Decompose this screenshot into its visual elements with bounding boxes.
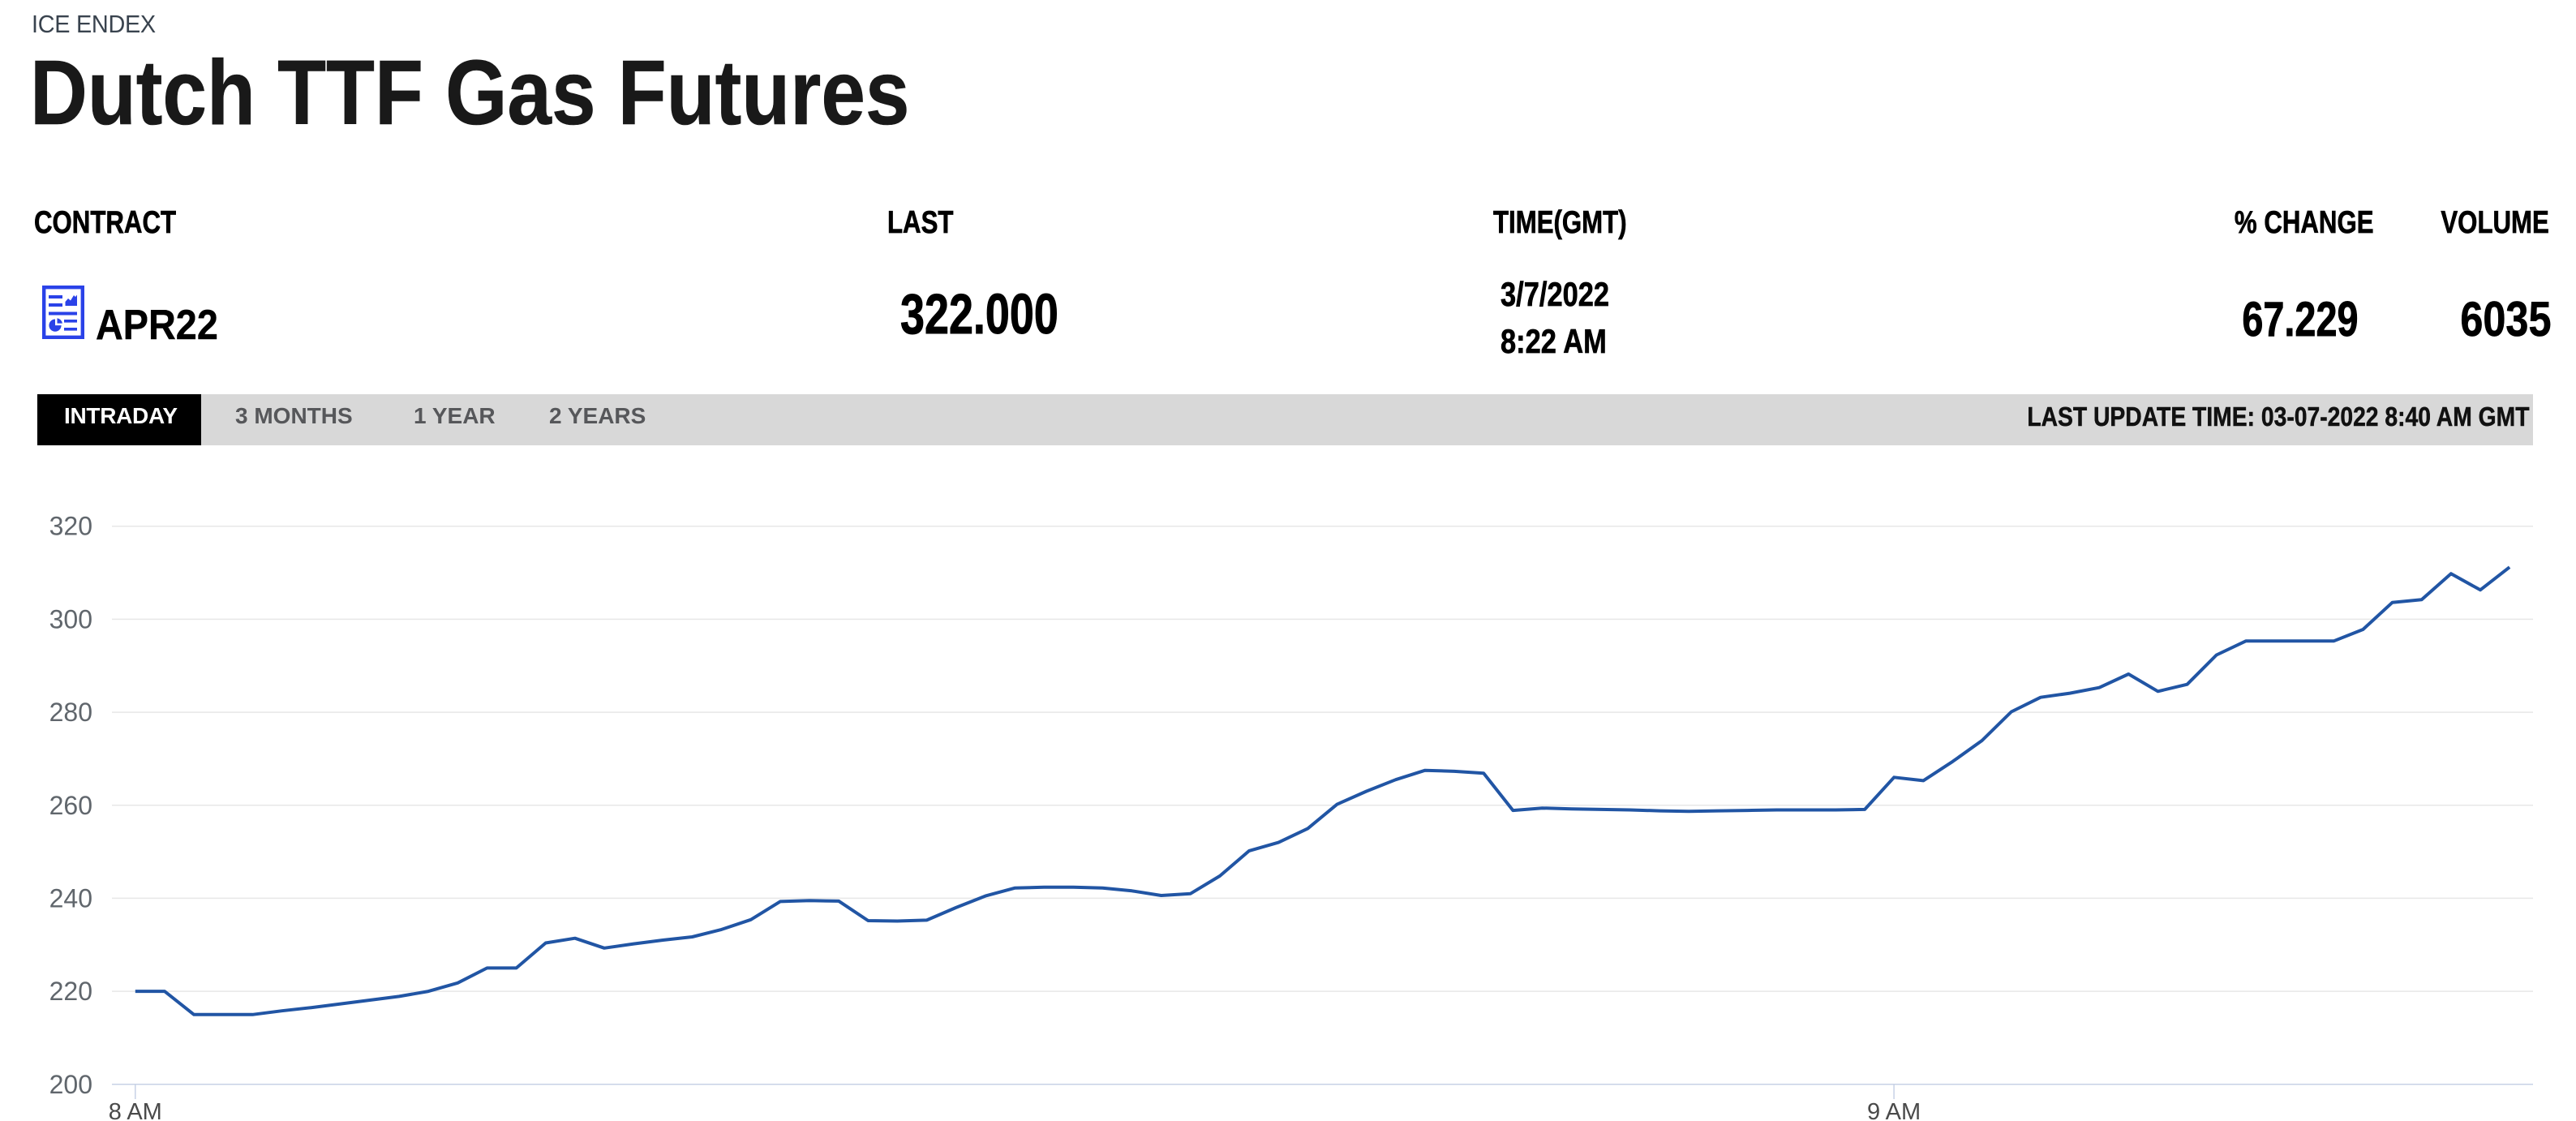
svg-text:320: 320 xyxy=(49,512,92,541)
svg-text:200: 200 xyxy=(49,1070,92,1099)
svg-text:260: 260 xyxy=(49,791,92,820)
svg-text:240: 240 xyxy=(49,883,92,913)
svg-text:8 AM: 8 AM xyxy=(109,1099,162,1121)
svg-text:280: 280 xyxy=(49,698,92,727)
svg-text:220: 220 xyxy=(49,977,92,1006)
svg-text:300: 300 xyxy=(49,604,92,634)
svg-text:9 AM: 9 AM xyxy=(1867,1099,1921,1121)
